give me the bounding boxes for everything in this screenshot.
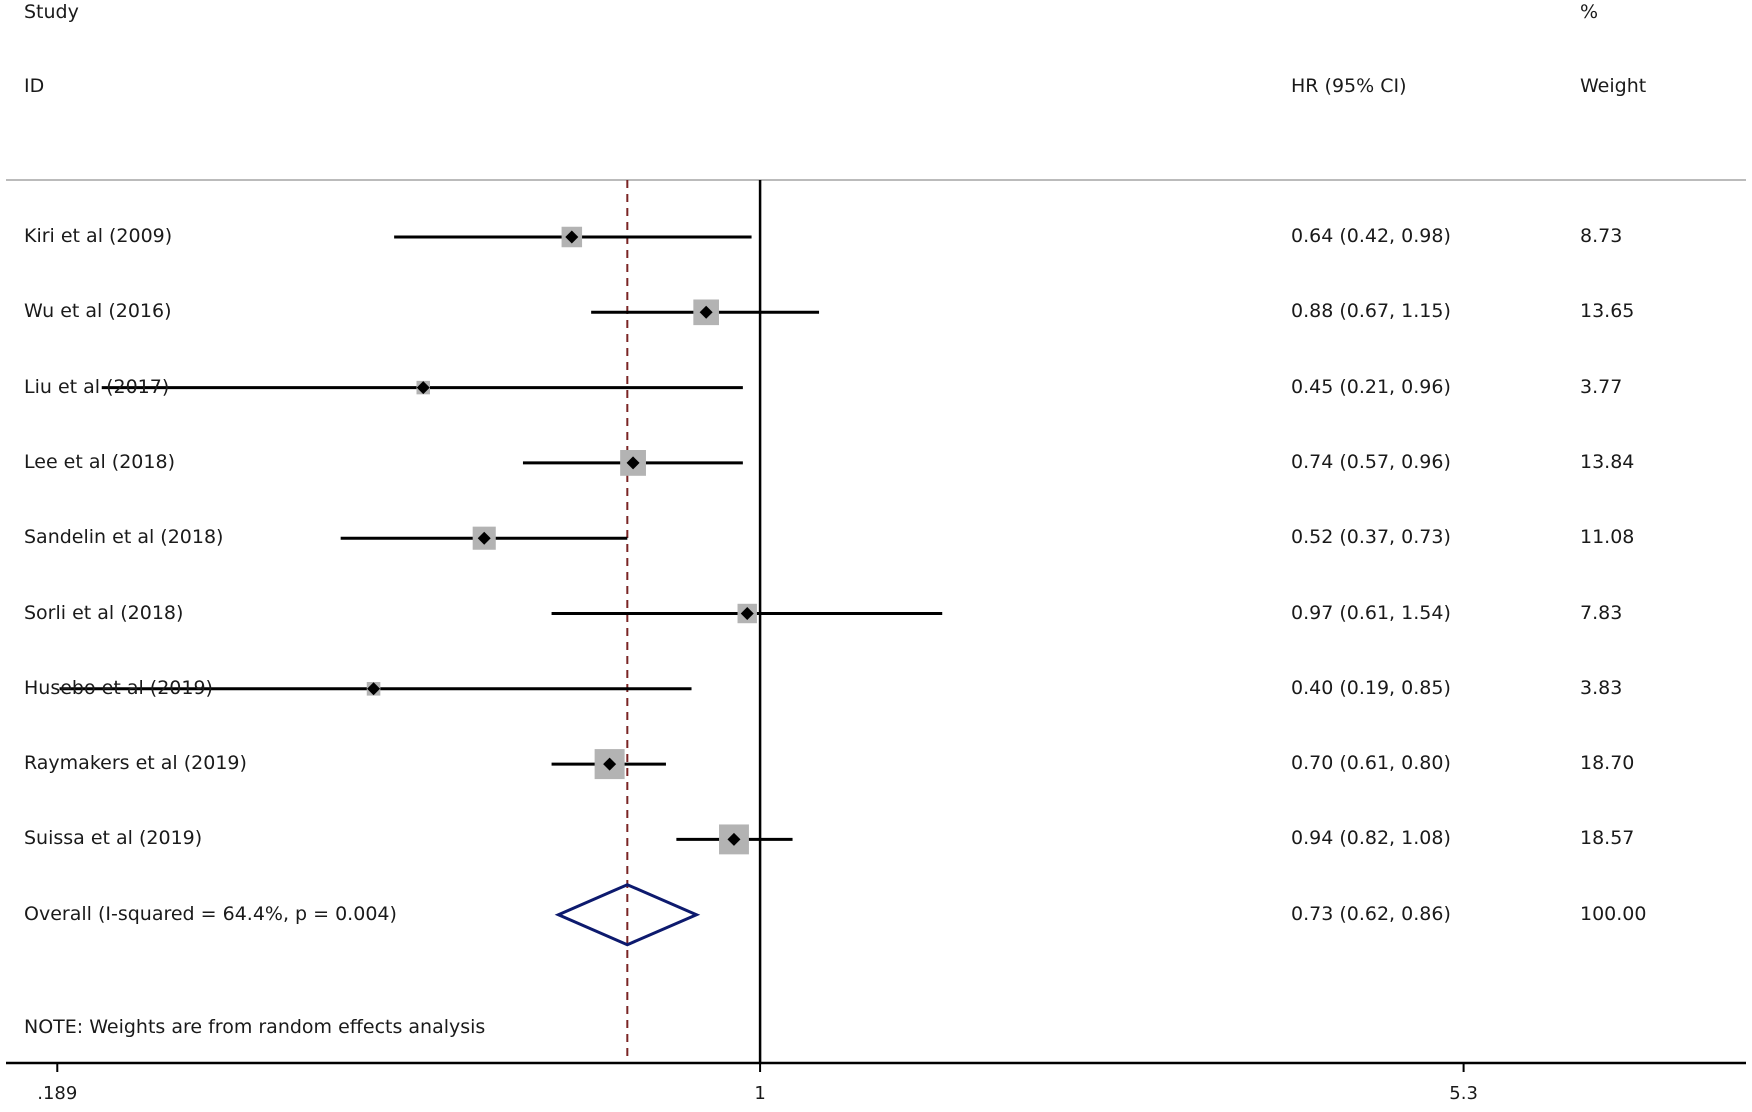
point-estimate-marker bbox=[727, 832, 741, 846]
x-tick-label: 1 bbox=[754, 1083, 765, 1104]
study-label: Suissa et al (2019) bbox=[24, 827, 203, 850]
point-estimate-marker bbox=[565, 230, 579, 244]
point-estimate-marker bbox=[699, 305, 713, 319]
x-tick-label: .189 bbox=[37, 1083, 77, 1104]
overall-weight-value: 100.00 bbox=[1580, 902, 1647, 925]
weight-value: 18.57 bbox=[1580, 827, 1635, 850]
hr-ci-value: 0.97 (0.61, 1.54) bbox=[1291, 601, 1451, 624]
id-column-header: ID bbox=[24, 75, 45, 97]
percent-column-header: % bbox=[1580, 1, 1599, 23]
study-label: Wu et al (2016) bbox=[24, 300, 172, 323]
study-label: Raymakers et al (2019) bbox=[24, 752, 247, 775]
weight-value: 8.73 bbox=[1580, 225, 1623, 247]
footnote: NOTE: Weights are from random effects an… bbox=[24, 1016, 486, 1038]
hr-ci-value: 0.88 (0.67, 1.15) bbox=[1291, 300, 1451, 323]
point-estimate-marker bbox=[416, 381, 430, 395]
weight-column-header: Weight bbox=[1580, 75, 1647, 97]
point-estimate-marker bbox=[477, 531, 491, 545]
point-estimate-marker bbox=[603, 757, 617, 771]
weight-value: 18.70 bbox=[1580, 752, 1635, 775]
study-label: Liu et al (2017) bbox=[24, 375, 170, 398]
study-column-header: Study bbox=[24, 1, 79, 23]
study-label: Lee et al (2018) bbox=[24, 450, 175, 473]
hr-ci-value: 0.94 (0.82, 1.08) bbox=[1291, 827, 1451, 850]
overall-label: Overall (I-squared = 64.4%, p = 0.004) bbox=[24, 902, 397, 925]
hr-column-header: HR (95% CI) bbox=[1291, 75, 1407, 97]
weight-value: 3.77 bbox=[1580, 375, 1623, 398]
weight-value: 3.83 bbox=[1580, 676, 1623, 699]
study-label: Sorli et al (2018) bbox=[24, 601, 184, 624]
weight-value: 13.84 bbox=[1580, 450, 1635, 473]
hr-ci-value: 0.52 (0.37, 0.73) bbox=[1291, 526, 1451, 549]
study-label: Kiri et al (2009) bbox=[24, 225, 173, 247]
x-tick-label: 5.3 bbox=[1449, 1083, 1478, 1104]
study-label: Husebo et al (2019) bbox=[24, 676, 213, 699]
hr-ci-value: 0.70 (0.61, 0.80) bbox=[1291, 752, 1451, 775]
point-estimate-marker bbox=[367, 682, 381, 696]
hr-ci-value: 0.45 (0.21, 0.96) bbox=[1291, 375, 1451, 398]
overall-hr-ci-value: 0.73 (0.62, 0.86) bbox=[1291, 902, 1451, 925]
overall-diamond bbox=[554, 883, 701, 947]
point-estimate-marker bbox=[740, 607, 754, 620]
hr-ci-value: 0.40 (0.19, 0.85) bbox=[1291, 676, 1451, 699]
point-estimate-marker bbox=[626, 456, 640, 470]
weight-value: 7.83 bbox=[1580, 601, 1623, 624]
hr-ci-value: 0.64 (0.42, 0.98) bbox=[1291, 225, 1451, 247]
weight-value: 11.08 bbox=[1580, 526, 1635, 549]
study-label: Sandelin et al (2018) bbox=[24, 526, 224, 549]
hr-ci-value: 0.74 (0.57, 0.96) bbox=[1291, 450, 1451, 473]
weight-value: 13.65 bbox=[1580, 300, 1635, 323]
